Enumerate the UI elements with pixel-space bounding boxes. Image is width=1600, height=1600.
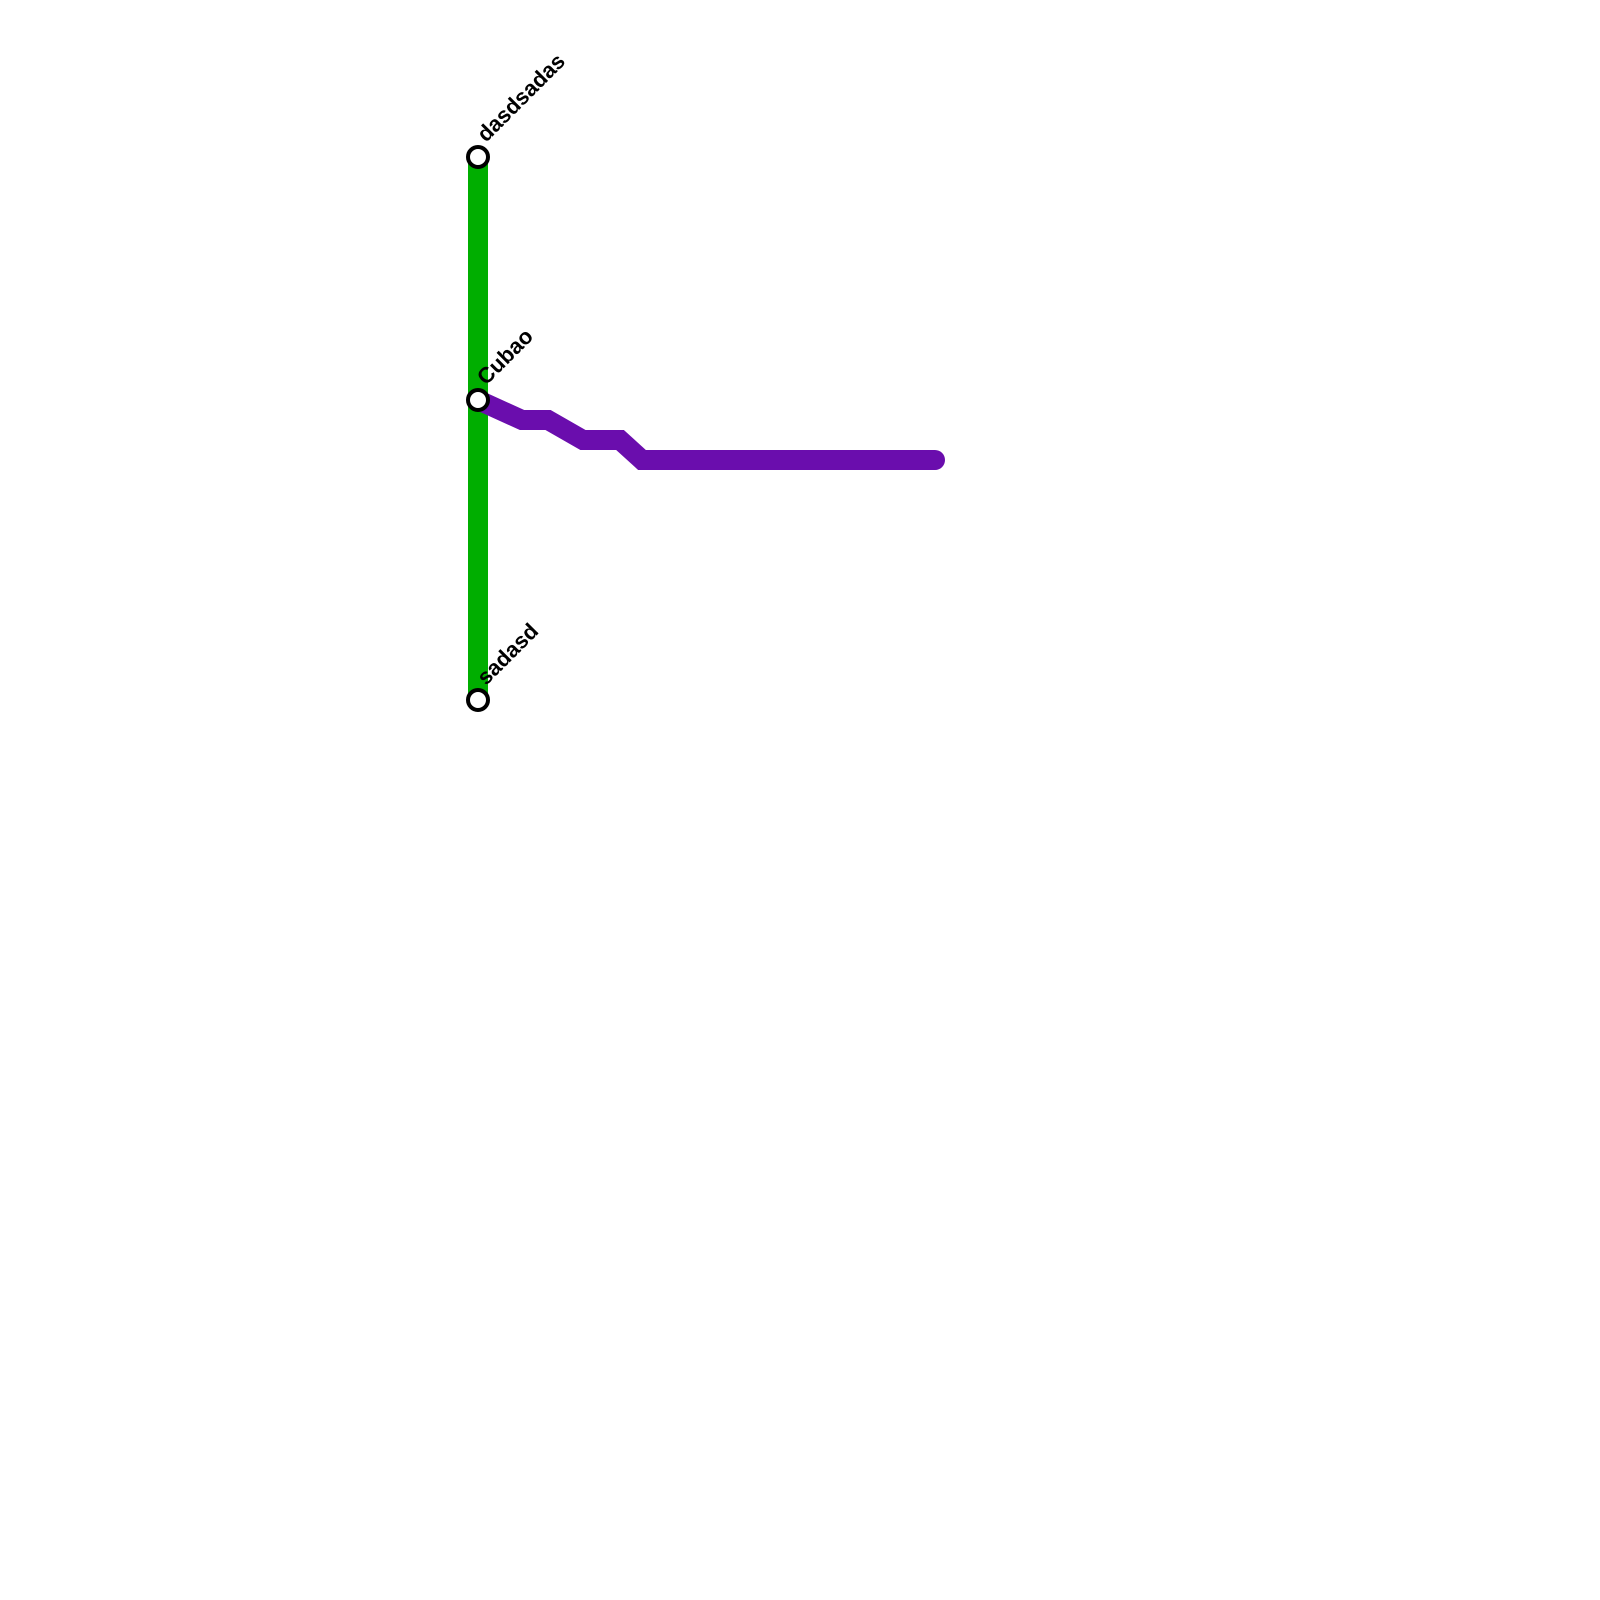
station-label-dasdsadas: dasdsadas [472, 48, 570, 146]
station-marker-dasdsadas[interactable] [466, 145, 490, 169]
station-marker-Cubao[interactable] [466, 388, 490, 412]
purple-line[interactable] [468, 390, 945, 470]
station-marker-sadasd[interactable] [466, 688, 490, 712]
